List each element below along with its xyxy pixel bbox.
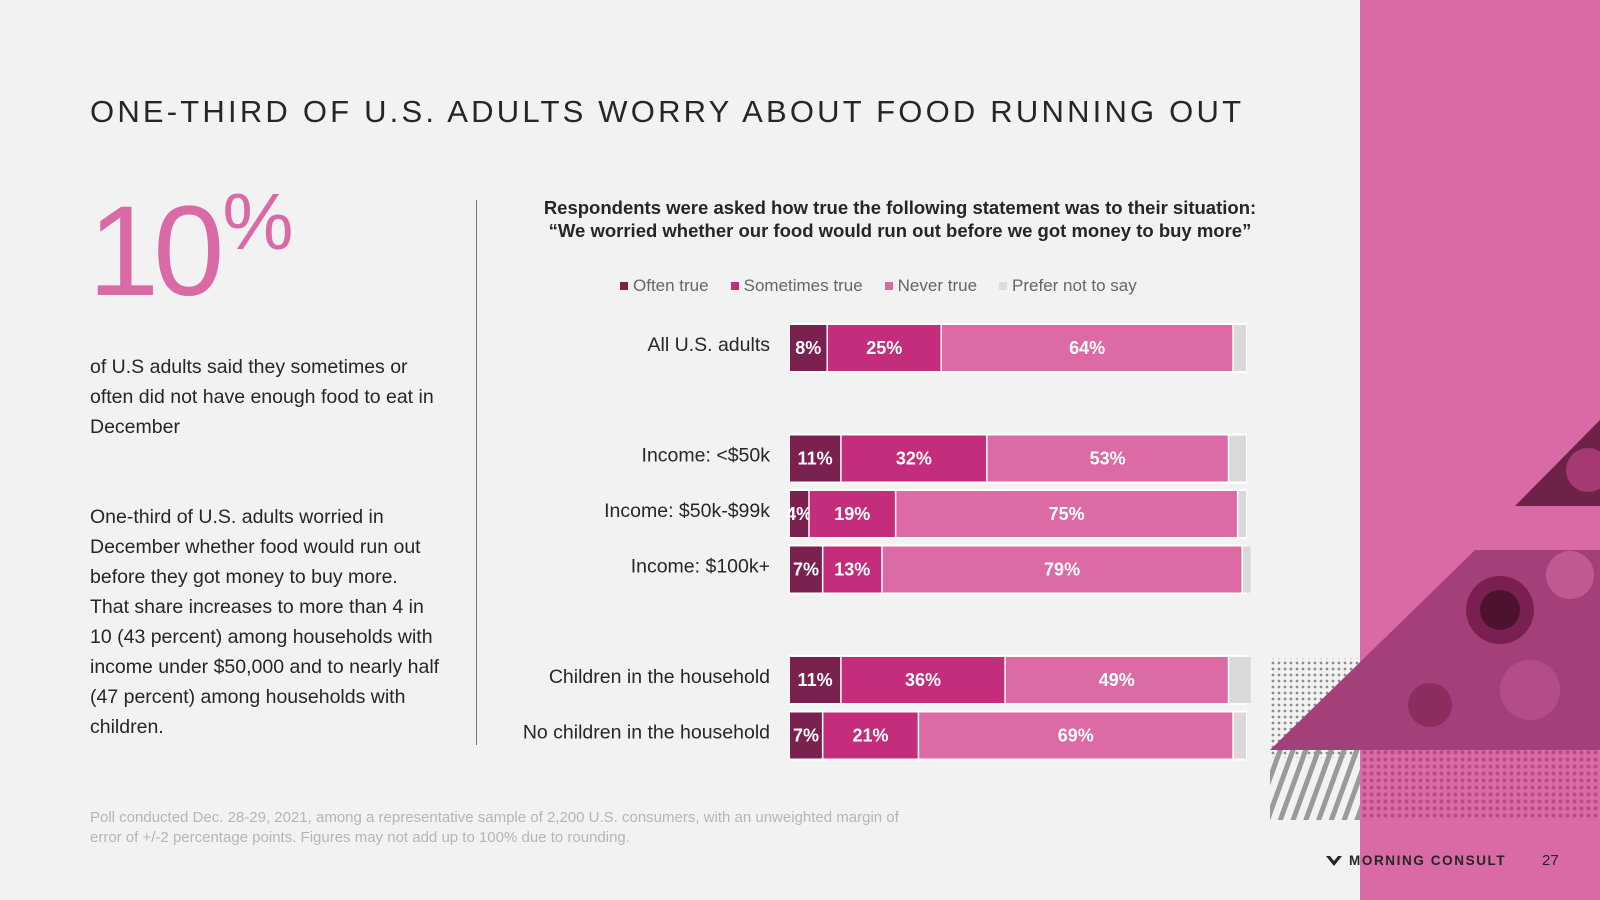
data-label-often: 4% — [786, 504, 812, 524]
photo-food — [1500, 660, 1560, 720]
chart-heading-line-1: Respondents were asked how true the foll… — [543, 197, 1257, 218]
legend-item-sometimes: Sometimes true — [730, 276, 863, 296]
bar-segment-often — [790, 657, 841, 703]
bar-segment-often — [790, 325, 827, 371]
data-label-often: 11% — [798, 670, 833, 690]
bar-segment-sometimes — [809, 491, 895, 537]
category-label: No children in the household — [523, 722, 770, 744]
page-number: 27 — [1542, 852, 1559, 869]
brand-name: MORNING CONSULT — [1349, 853, 1507, 868]
data-label-often: 8% — [795, 338, 821, 358]
summary-text: One-third of U.S. adults worried in Dece… — [90, 506, 440, 738]
photo-stripe-pattern — [1270, 750, 1360, 820]
photo-bowl-inner — [1480, 590, 1520, 630]
bar-segment-prefer — [1233, 712, 1246, 759]
decorative-food-photo — [1270, 420, 1600, 820]
bar-segment-never — [919, 712, 1233, 759]
page-title: ONE-THIRD OF U.S. ADULTS WORRY ABOUT FOO… — [90, 94, 1245, 129]
data-label-sometimes: 19% — [834, 504, 870, 524]
big-stat-unit: % — [222, 177, 294, 266]
bar-segment-never — [882, 546, 1242, 593]
photo-plate — [1566, 448, 1600, 492]
category-label: Income: $50k-$99k — [604, 500, 770, 522]
photo-plate-small — [1546, 551, 1594, 599]
bar-segment-often — [790, 712, 822, 759]
data-label-never: 64% — [1069, 338, 1105, 358]
legend-swatch-often — [620, 282, 628, 290]
bar-segment-often — [790, 546, 822, 593]
bar-segment-sometimes — [841, 657, 1005, 703]
chart-legend: Often true Sometimes true Never true Pre… — [620, 276, 1137, 296]
legend-swatch-prefer — [999, 282, 1008, 290]
stacked-bar-chart: All U.S. adults 8% 25% 64% Income: <$50k 11% 3… — [523, 323, 1251, 761]
data-label-never: 53% — [1090, 448, 1126, 468]
data-label-never: 69% — [1058, 725, 1094, 745]
bar-segment-prefer — [1238, 491, 1246, 537]
data-label-sometimes: 36% — [905, 670, 941, 690]
bar-segment-prefer — [1229, 657, 1251, 703]
brand-logo: MORNING CONSULT — [1326, 853, 1506, 868]
big-stat-number: 10 — [88, 180, 224, 323]
data-label-sometimes: 32% — [896, 448, 932, 468]
stat-description: of U.S adults said they sometimes or oft… — [90, 356, 434, 438]
category-label: Children in the household — [549, 666, 770, 688]
bar-segment-prefer — [1233, 325, 1246, 371]
footnote: Poll conducted Dec. 28-29, 2021, among a… — [90, 809, 899, 846]
data-label-often: 7% — [793, 559, 819, 579]
legend-swatch-sometimes — [730, 282, 739, 290]
bar-segment-never — [896, 491, 1237, 537]
data-label-never: 75% — [1049, 504, 1085, 524]
data-label-often: 11% — [798, 448, 833, 468]
photo-cup — [1408, 683, 1452, 727]
big-stat: 10% — [88, 182, 294, 316]
category-label: Income: $100k+ — [631, 556, 770, 578]
category-label: All U.S. adults — [648, 334, 771, 356]
chart-heading-line-2: “We worried whether our food would run o… — [548, 220, 1252, 241]
category-label: Income: <$50k — [642, 445, 771, 467]
morning-consult-logo-icon — [1326, 856, 1342, 866]
legend-label-often: Often true — [633, 276, 709, 295]
bar-segment-sometimes — [823, 712, 918, 759]
bar-segment-prefer — [1229, 435, 1246, 482]
legend-item-never: Never true — [884, 276, 978, 296]
legend-label-prefer: Prefer not to say — [1012, 276, 1137, 295]
data-label-sometimes: 13% — [834, 559, 870, 579]
bar-segment-sometimes — [823, 546, 882, 593]
data-label-sometimes: 21% — [853, 725, 889, 745]
bar-segment-prefer — [1242, 546, 1251, 593]
data-label-never: 79% — [1044, 559, 1080, 579]
bar-segment-often — [790, 491, 809, 537]
bar-segment-often — [790, 435, 841, 482]
bar-segment-never — [941, 325, 1233, 371]
legend-item-prefer: Prefer not to say — [999, 276, 1137, 296]
data-label-often: 7% — [793, 725, 819, 745]
legend-item-often: Often true — [620, 276, 709, 296]
vertical-divider — [476, 200, 477, 745]
data-label-never: 49% — [1099, 670, 1135, 690]
photo-pink-band — [1360, 750, 1600, 820]
bar-segment-sometimes — [827, 325, 941, 371]
legend-label-never: Never true — [897, 276, 978, 295]
legend-swatch-never — [884, 282, 893, 290]
chart-heading: Respondents were asked how true the foll… — [500, 196, 1300, 242]
data-label-sometimes: 25% — [866, 338, 902, 358]
bar-segment-never — [1005, 657, 1228, 703]
bar-segment-never — [987, 435, 1228, 482]
bar-segment-sometimes — [841, 435, 987, 482]
legend-label-sometimes: Sometimes true — [743, 276, 863, 295]
